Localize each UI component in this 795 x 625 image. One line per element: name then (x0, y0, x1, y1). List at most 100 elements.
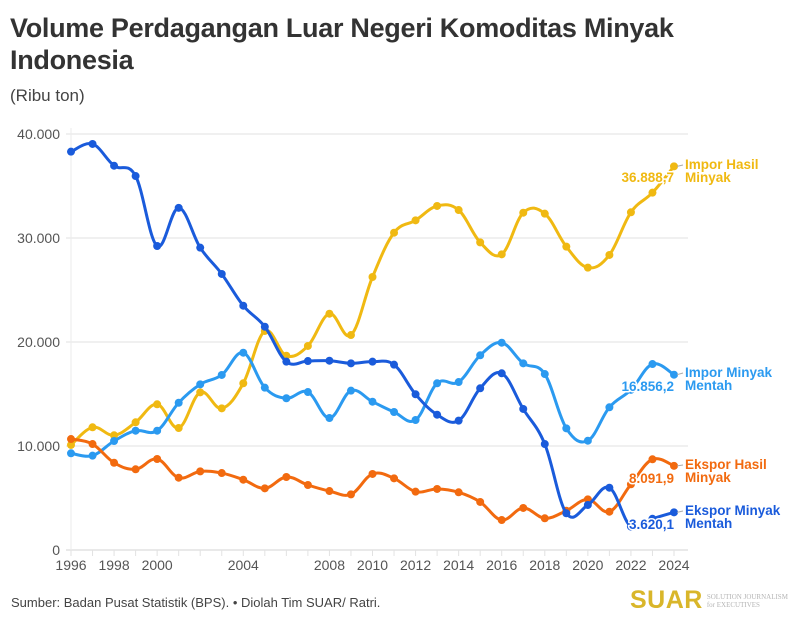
series-name-label: Ekspor Hasil Minyak (685, 457, 767, 485)
data-point (325, 487, 334, 496)
data-point (131, 465, 140, 474)
x-tick-label: 2000 (142, 557, 173, 573)
chart-title: Volume Perdagangan Luar Negeri Komoditas… (10, 13, 674, 75)
y-tick-label: 0 (52, 542, 60, 558)
data-point (196, 388, 205, 397)
data-point (562, 509, 571, 518)
data-point (239, 348, 248, 357)
data-point (497, 369, 506, 378)
x-tick-label: 2014 (443, 557, 474, 573)
data-point (390, 407, 399, 416)
data-point (626, 480, 635, 489)
data-point (605, 250, 614, 259)
data-point (648, 455, 657, 464)
data-point (540, 209, 549, 218)
series-impor-minyak-mentah (67, 338, 678, 460)
series-lines (67, 139, 678, 531)
data-point (110, 161, 119, 170)
data-point (217, 370, 226, 379)
logo-wordmark: SUAR (630, 586, 703, 614)
chart-subtitle: (Ribu ton) (10, 86, 85, 105)
x-tick-label: 2022 (615, 557, 646, 573)
series-name-line: Ekspor Minyak (685, 503, 781, 518)
label-connector (676, 164, 684, 167)
data-point (540, 370, 549, 379)
y-tick-label: 40.000 (17, 126, 60, 142)
last-value-halo: 8.091,9 (629, 471, 674, 486)
series-name-line: Mentah (685, 516, 732, 531)
data-point (433, 379, 442, 388)
x-tick-label: 2018 (529, 557, 560, 573)
data-point (476, 351, 485, 360)
data-point (303, 341, 312, 350)
grid-lines (66, 128, 688, 554)
data-point (88, 139, 97, 148)
data-point (368, 273, 377, 281)
data-point (153, 400, 162, 409)
data-point (670, 508, 678, 517)
series-name-label: Impor Hasil Minyak (685, 157, 759, 185)
data-point (217, 269, 226, 278)
data-point (346, 490, 355, 499)
series-name-label: Impor Minyak Mentah (685, 365, 773, 393)
data-point (67, 440, 75, 449)
data-point (174, 424, 183, 433)
data-point (196, 467, 205, 476)
data-point (454, 206, 463, 215)
data-point (562, 242, 571, 251)
series-name-label: Ekspor Minyak Mentah (685, 503, 781, 531)
series-name-line: Mentah (685, 378, 732, 393)
y-tick-label: 10.000 (17, 438, 60, 454)
data-point (325, 356, 334, 365)
x-axis: 1996 1998 2000 2004 2008 2010 2012 2014 2016 2018… (55, 550, 690, 573)
data-point (67, 449, 75, 458)
logo-tagline-line-1: SOLUTION JOURNALISM (706, 592, 788, 601)
data-point (174, 203, 183, 212)
data-point (519, 404, 528, 413)
data-point (433, 484, 442, 493)
data-point (260, 383, 269, 392)
x-tick-label: 2020 (572, 557, 603, 573)
data-point (605, 403, 614, 412)
data-point (174, 473, 183, 482)
data-point (454, 378, 463, 387)
data-point (282, 472, 291, 481)
data-point (540, 440, 549, 449)
data-point (303, 481, 312, 489)
data-point (303, 357, 312, 366)
data-point (540, 514, 549, 523)
data-point (217, 469, 226, 478)
data-point (648, 514, 657, 523)
data-point (626, 385, 635, 394)
suar-logo: SUAR SOLUTION JOURNALISM for EXECUTIVES (630, 586, 788, 615)
data-point (110, 458, 119, 467)
data-point (476, 384, 485, 393)
data-point (131, 418, 140, 427)
data-point (454, 488, 463, 497)
data-point (583, 495, 592, 504)
data-point (411, 390, 420, 399)
data-point (519, 208, 528, 217)
data-point (88, 451, 97, 460)
data-point (239, 475, 248, 484)
series-name-line: Minyak (685, 470, 731, 485)
data-point (583, 500, 592, 509)
data-point (476, 238, 485, 247)
data-point (325, 414, 334, 423)
data-point (648, 360, 657, 369)
data-point (217, 404, 226, 413)
data-point (67, 147, 75, 156)
x-tick-label: 2016 (486, 557, 517, 573)
data-point (368, 357, 377, 366)
last-value-halo: 3.620,1 (629, 517, 675, 532)
data-point (196, 380, 205, 389)
data-point (110, 431, 119, 440)
y-tick-label: 30.000 (17, 230, 60, 246)
data-point (562, 424, 571, 433)
x-tick-label: 2010 (357, 557, 388, 573)
data-point (346, 331, 355, 340)
data-point (239, 379, 248, 388)
data-point (153, 426, 162, 435)
data-point (411, 416, 420, 424)
